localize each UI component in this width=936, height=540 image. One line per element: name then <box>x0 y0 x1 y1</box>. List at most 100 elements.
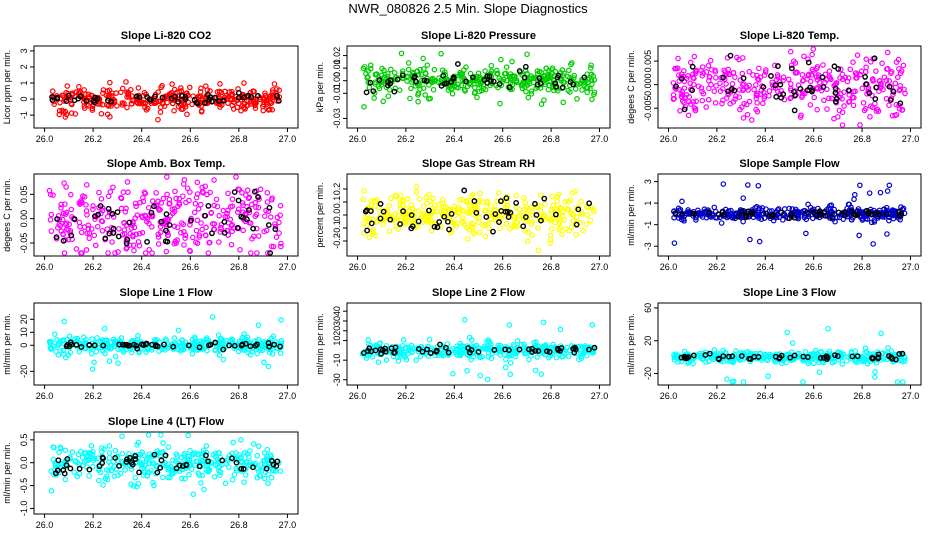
data-point <box>580 350 586 357</box>
data-point <box>255 204 262 211</box>
data-point <box>62 221 69 228</box>
data-point <box>240 104 247 111</box>
data-point <box>110 184 116 191</box>
data-point <box>866 190 873 196</box>
data-point <box>116 226 122 232</box>
selected-data-point <box>204 91 211 98</box>
data-point <box>740 115 747 121</box>
selected-data-point <box>400 208 406 215</box>
selected-data-point <box>786 215 793 222</box>
selected-data-point <box>899 350 906 357</box>
data-point <box>897 82 903 89</box>
selected-data-point <box>166 222 173 228</box>
y-tick-label: -0.5 <box>19 478 29 494</box>
data-point <box>220 207 227 214</box>
data-point <box>246 453 252 460</box>
data-point <box>115 360 121 367</box>
selected-data-point <box>397 221 404 227</box>
data-point <box>841 89 847 95</box>
panel-title: Slope Line 1 Flow <box>120 287 213 299</box>
data-point <box>425 217 432 224</box>
x-tick-label: 26.2 <box>84 520 102 530</box>
data-point <box>371 95 377 101</box>
data-point <box>765 373 771 380</box>
data-point <box>174 224 181 231</box>
y-tick-label: 3 <box>643 179 653 184</box>
data-point <box>859 85 866 92</box>
selected-data-point <box>538 217 544 224</box>
data-point <box>691 75 697 82</box>
data-point <box>458 82 465 89</box>
data-point <box>468 220 475 227</box>
selected-data-point <box>573 221 580 228</box>
data-point <box>230 439 236 446</box>
data-point <box>564 206 571 212</box>
data-point <box>122 208 129 215</box>
data-point <box>260 95 266 101</box>
data-point <box>846 98 853 105</box>
data-point <box>202 183 209 190</box>
data-point <box>143 218 150 225</box>
data-point <box>719 100 725 107</box>
data-point <box>755 182 762 189</box>
plot-frame <box>346 302 611 386</box>
data-point <box>818 349 824 356</box>
x-tick-label: 26.4 <box>446 134 464 144</box>
data-point <box>239 200 246 206</box>
data-point <box>536 203 543 209</box>
y-tick-label: 0.2 <box>332 183 342 196</box>
data-point <box>231 471 238 478</box>
data-point <box>477 372 484 379</box>
data-point <box>131 247 137 254</box>
selected-data-point <box>86 341 93 348</box>
data-point <box>209 221 216 227</box>
data-point <box>514 213 521 220</box>
data-point <box>186 471 192 478</box>
data-point <box>209 314 216 320</box>
data-point <box>100 482 106 488</box>
selected-data-point <box>408 212 415 219</box>
data-point <box>672 352 679 359</box>
data-point <box>54 336 60 343</box>
data-point <box>97 338 104 345</box>
selected-data-point <box>491 347 498 353</box>
data-point <box>64 336 71 343</box>
selected-data-point <box>168 95 175 102</box>
selected-data-point <box>513 200 520 206</box>
y-tick-label: 1 <box>643 201 653 206</box>
y-tick-label: -20 <box>19 365 29 378</box>
data-point <box>119 100 126 106</box>
data-point <box>460 218 466 224</box>
data-point <box>66 221 73 228</box>
x-tick-label: 26.8 <box>853 391 871 401</box>
selected-data-point <box>706 350 713 357</box>
data-point <box>566 228 572 234</box>
selected-data-point <box>807 84 814 91</box>
data-point <box>393 215 399 222</box>
data-point <box>810 46 817 52</box>
data-point <box>189 350 196 357</box>
selected-data-point <box>897 100 904 107</box>
data-point <box>561 70 567 77</box>
x-tick-label: 26.8 <box>853 262 871 272</box>
selected-data-point <box>250 225 257 232</box>
selected-data-point <box>53 234 60 241</box>
selected-data-point <box>246 207 252 213</box>
data-point <box>398 192 404 199</box>
data-point <box>233 465 239 472</box>
data-point <box>557 224 564 231</box>
data-point <box>485 346 491 353</box>
data-point <box>533 339 539 345</box>
selected-data-point <box>820 354 827 361</box>
y-tick-label: -30 <box>332 373 342 386</box>
data-point <box>265 107 272 113</box>
data-point <box>62 201 68 207</box>
data-point <box>181 346 187 353</box>
data-point <box>547 240 554 247</box>
data-point <box>807 351 814 357</box>
data-point <box>519 85 526 92</box>
y-axis-label: kPa per min. <box>315 62 325 113</box>
data-point <box>78 200 84 206</box>
selected-data-point <box>252 342 259 349</box>
data-point <box>211 202 217 209</box>
